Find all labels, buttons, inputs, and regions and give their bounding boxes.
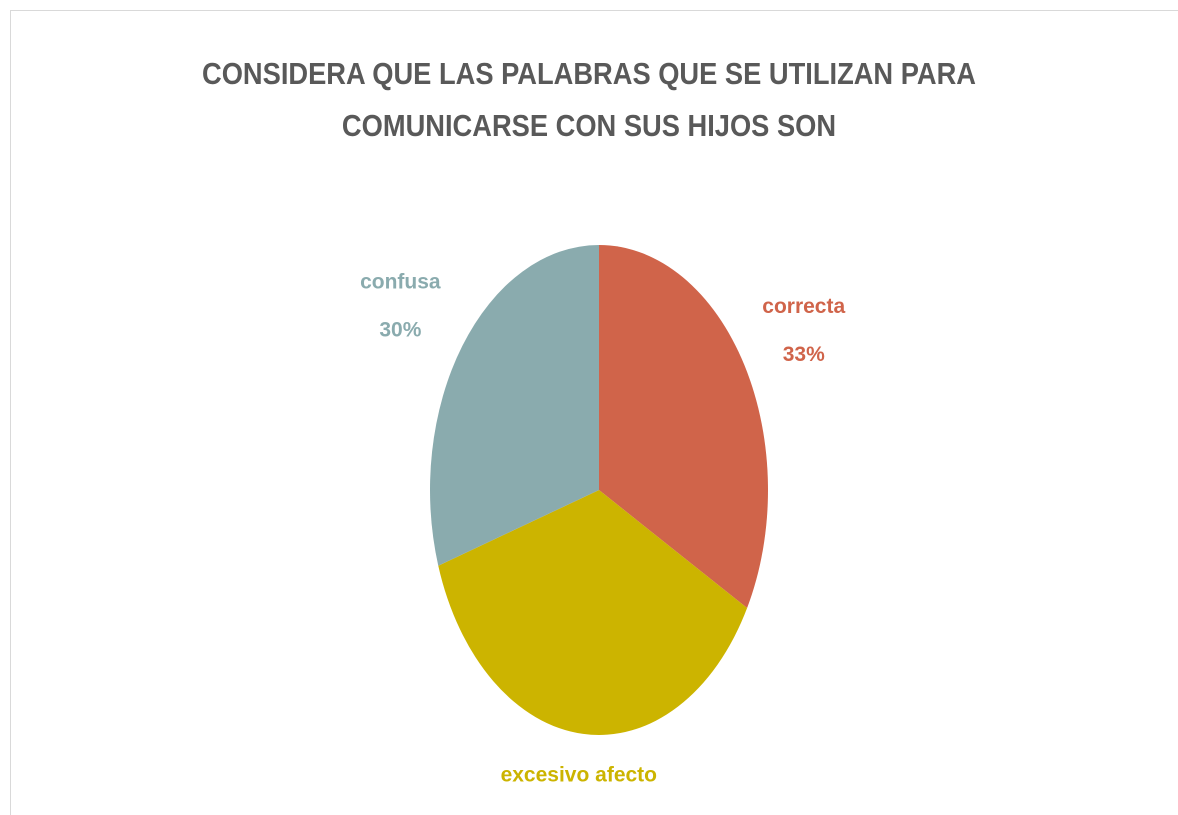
slice-label: excesivo afecto <box>501 763 657 786</box>
slice-label: confusa <box>360 271 441 294</box>
slice-value-label: 37% <box>558 811 600 815</box>
pie-slice <box>430 245 599 566</box>
chart-title: CONSIDERA QUE LAS PALABRAS QUE SE UTILIZ… <box>202 56 976 143</box>
pie-slice <box>599 245 768 609</box>
slice-value-label: 33% <box>783 343 825 366</box>
pie-slice <box>438 490 748 735</box>
slice-value-label: 30% <box>379 319 421 342</box>
chart-frame <box>10 10 1178 815</box>
slice-label: correcta <box>762 295 845 318</box>
